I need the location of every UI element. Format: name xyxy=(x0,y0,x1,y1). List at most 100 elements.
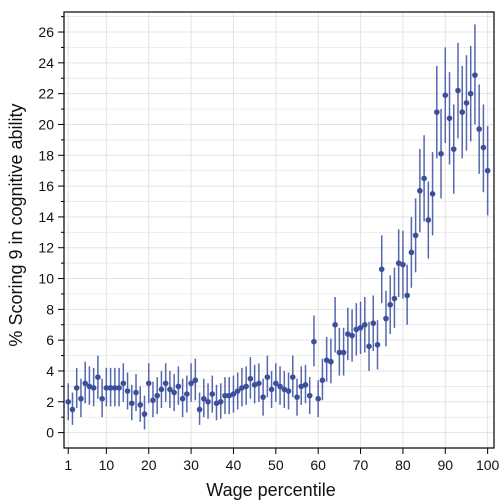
data-point xyxy=(213,400,220,407)
y-tick-label: 0 xyxy=(46,425,54,441)
data-point xyxy=(332,321,338,328)
y-tick-label: 16 xyxy=(38,178,54,194)
data-point xyxy=(188,380,194,387)
x-tick-label: 1 xyxy=(64,457,72,473)
data-point xyxy=(86,383,93,390)
y-tick-label: 10 xyxy=(38,271,54,287)
data-point xyxy=(78,395,84,402)
y-tick-label: 20 xyxy=(38,116,54,132)
data-point xyxy=(361,321,368,328)
data-point xyxy=(133,389,139,396)
data-point xyxy=(421,175,427,182)
data-point xyxy=(459,109,466,115)
data-point xyxy=(434,109,440,115)
data-point xyxy=(141,411,148,417)
data-point xyxy=(137,402,144,408)
data-point xyxy=(222,392,228,399)
data-point xyxy=(73,385,80,391)
data-point xyxy=(230,391,237,397)
data-point xyxy=(387,301,394,308)
data-point xyxy=(315,395,321,402)
x-tick-label: 60 xyxy=(310,457,326,473)
data-point xyxy=(116,385,122,391)
data-point xyxy=(366,343,372,350)
data-point xyxy=(357,325,364,331)
y-tick-label: 24 xyxy=(38,55,54,71)
data-point xyxy=(120,380,127,387)
data-point xyxy=(306,392,313,399)
data-point xyxy=(167,386,173,393)
data-point xyxy=(353,326,360,333)
data-point xyxy=(442,92,449,98)
plot-frame xyxy=(63,11,495,449)
data-point xyxy=(184,391,190,397)
data-point xyxy=(383,315,389,322)
x-tick-label: 70 xyxy=(353,457,369,473)
x-tick-label: 20 xyxy=(141,457,157,473)
data-point xyxy=(328,358,334,365)
data-points xyxy=(65,72,491,417)
x-tick-label: 10 xyxy=(99,457,115,473)
data-point xyxy=(370,320,377,327)
data-point xyxy=(455,87,461,94)
data-point xyxy=(302,382,309,388)
data-point xyxy=(450,146,457,152)
data-point xyxy=(196,406,203,413)
data-point xyxy=(340,349,347,356)
data-point xyxy=(243,383,249,390)
data-point xyxy=(429,190,436,197)
data-point xyxy=(289,374,296,380)
data-point xyxy=(264,374,271,380)
data-point xyxy=(179,395,186,402)
data-point xyxy=(158,386,165,393)
x-axis-ticks: 1 10 20 30 40 50 60 70 80 90 100 xyxy=(64,448,500,473)
y-tick-label: 18 xyxy=(38,147,54,163)
data-point xyxy=(484,167,491,174)
data-point xyxy=(378,266,385,273)
data-point xyxy=(323,357,330,363)
data-point xyxy=(345,331,351,337)
data-point xyxy=(205,398,211,405)
y-tick-label: 12 xyxy=(38,240,54,256)
data-point xyxy=(311,338,317,345)
data-point xyxy=(438,150,444,157)
data-point xyxy=(124,388,131,394)
y-tick-label: 2 xyxy=(46,394,54,410)
x-tick-label: 80 xyxy=(395,457,411,473)
error-bars xyxy=(67,24,489,430)
data-point xyxy=(404,292,410,299)
x-tick-label: 50 xyxy=(268,457,284,473)
data-point xyxy=(256,380,262,387)
data-point xyxy=(417,187,423,194)
data-point xyxy=(192,377,199,384)
y-tick-label: 4 xyxy=(46,363,54,379)
x-axis-label: Wage percentile xyxy=(206,480,335,500)
data-point xyxy=(103,385,110,391)
data-point xyxy=(90,385,97,391)
data-point xyxy=(209,391,216,397)
data-point xyxy=(480,144,487,151)
data-point xyxy=(374,341,381,348)
data-point xyxy=(408,249,415,256)
data-point xyxy=(281,386,288,393)
data-point xyxy=(298,383,305,390)
data-point xyxy=(395,260,402,266)
data-point xyxy=(226,392,233,399)
data-point xyxy=(201,395,207,402)
data-point xyxy=(112,385,118,391)
data-point xyxy=(95,374,101,380)
data-point xyxy=(412,232,419,239)
data-point xyxy=(99,395,105,402)
data-point xyxy=(171,389,177,396)
x-tick-label: 40 xyxy=(226,457,242,473)
data-point xyxy=(400,261,406,268)
data-point xyxy=(234,388,241,394)
data-point xyxy=(285,388,292,394)
data-point xyxy=(247,375,254,382)
data-point xyxy=(69,406,76,413)
x-tick-label: 100 xyxy=(476,457,500,473)
data-point xyxy=(162,380,169,387)
data-point xyxy=(476,126,482,132)
y-tick-label: 14 xyxy=(38,209,54,225)
